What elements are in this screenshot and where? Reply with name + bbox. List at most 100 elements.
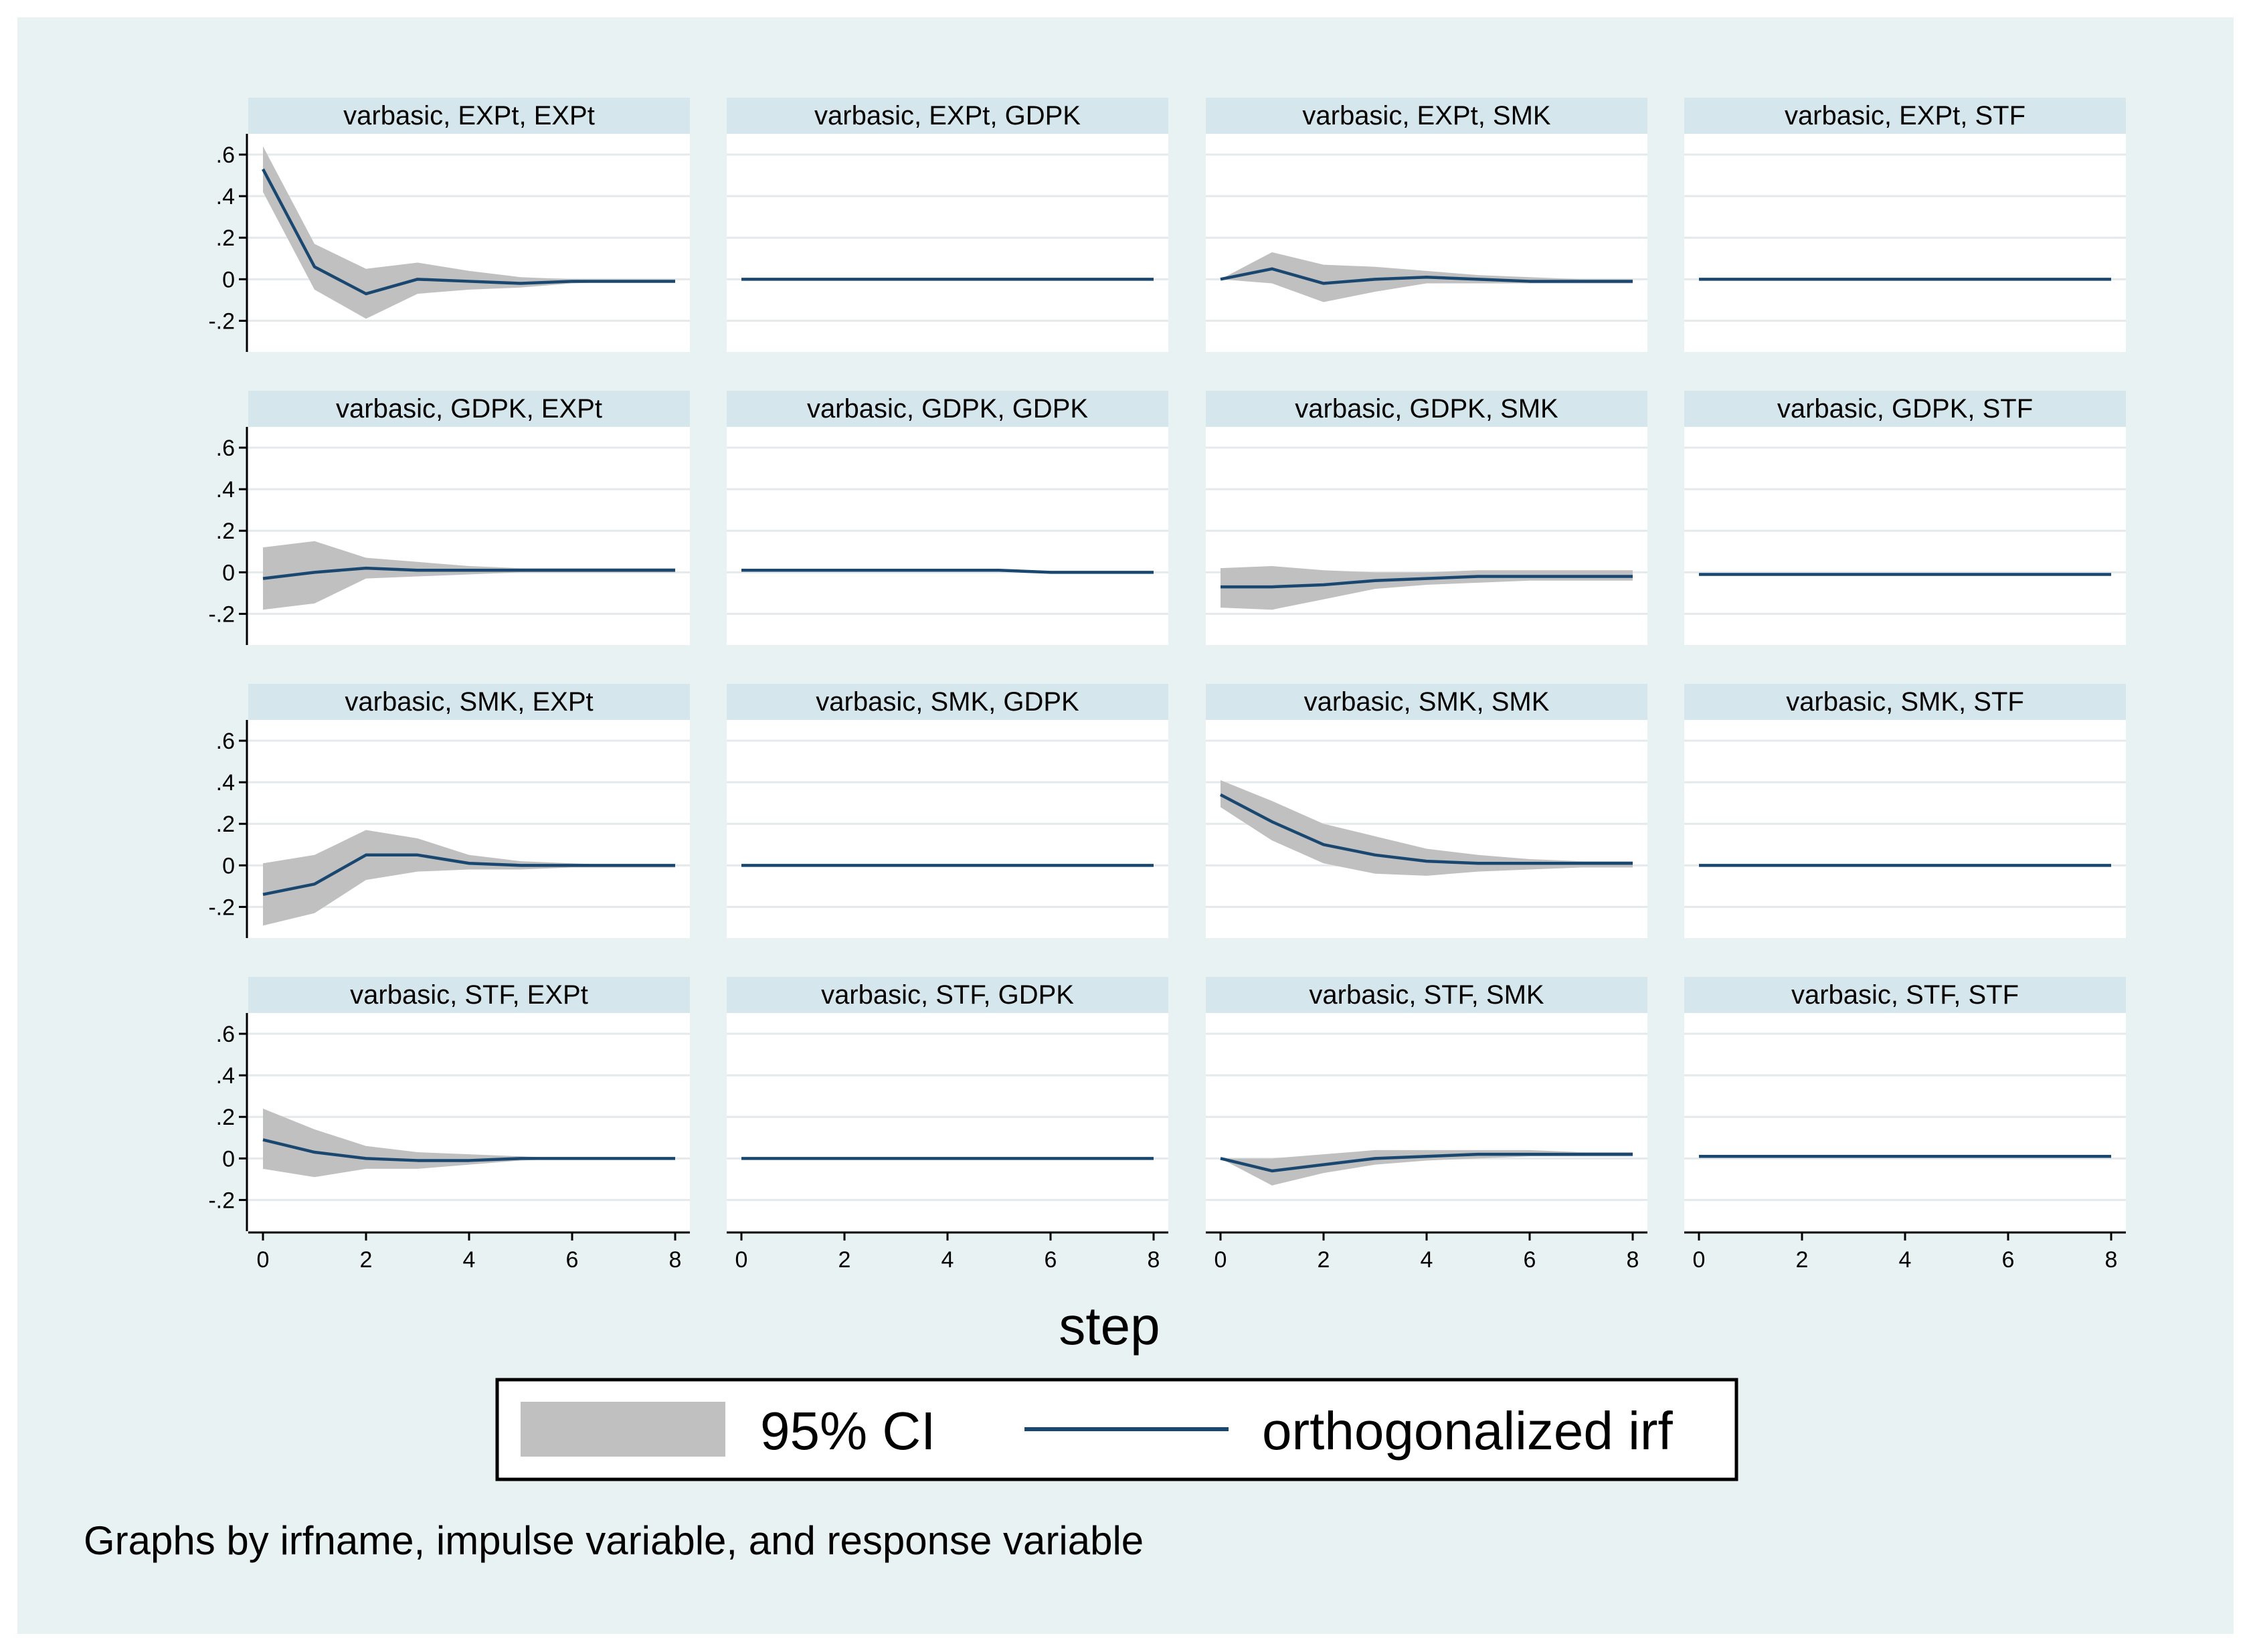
legend-label-ci: 95% CI	[760, 1401, 935, 1461]
panel-title: varbasic, EXPt, GDPK	[814, 101, 1081, 130]
irf-panel: varbasic, SMK, STF	[1684, 684, 2126, 938]
panel-title: varbasic, GDPK, SMK	[1295, 394, 1558, 424]
y-tick-label: -.2	[208, 602, 235, 627]
panel-title: varbasic, SMK, STF	[1786, 687, 2024, 717]
x-tick-label: 8	[2105, 1247, 2118, 1273]
panel-title: varbasic, SMK, EXPt	[345, 687, 593, 717]
panel-plot-area	[1684, 720, 2126, 938]
irf-line	[262, 1138, 675, 1162]
panel-title: varbasic, EXPt, SMK	[1302, 101, 1551, 130]
panel-plot-area	[1684, 1013, 2126, 1231]
panel-header	[1206, 98, 1647, 134]
panel-header	[248, 977, 690, 1013]
y-tick-label: .4	[216, 184, 235, 209]
panel-plot-area	[1206, 1013, 1647, 1231]
panel-title: varbasic, GDPK, STF	[1777, 394, 2033, 424]
x-tick-label: 6	[566, 1247, 579, 1273]
irf-panel: varbasic, SMK, EXPt -.2 0 .2 .4 .6	[208, 684, 690, 938]
x-tick-label: 8	[669, 1247, 682, 1273]
irf-panel: varbasic, SMK, GDPK	[727, 684, 1168, 938]
panel-title: varbasic, STF, STF	[1791, 980, 2019, 1010]
irf-panel: varbasic, EXPt, GDPK	[727, 98, 1168, 352]
graph-region: varbasic, EXPt, EXPt -.2 0.2.4.6 varbasic, …	[17, 17, 2234, 1634]
panel-plot-area	[1684, 427, 2126, 645]
irf-panel: varbasic, EXPt, STF	[1684, 98, 2126, 352]
y-tick-label: .6	[216, 143, 235, 168]
x-tick-label: 2	[1318, 1247, 1330, 1273]
irf-panel: varbasic, SMK, SMK	[1206, 684, 1647, 938]
panel-title: varbasic, EXPt, STF	[1785, 101, 2025, 130]
panel-title: varbasic, STF, EXPt	[350, 980, 588, 1010]
panel-header	[248, 684, 690, 720]
irf-line	[1221, 575, 1633, 589]
panel-plot-area	[727, 134, 1168, 352]
panel-plot-area	[727, 720, 1168, 938]
ci-band	[263, 1108, 675, 1178]
y-tick-label: .6	[216, 436, 235, 461]
x-tick-label: 2	[838, 1247, 851, 1273]
x-tick-label: 8	[1148, 1247, 1160, 1273]
irf-line	[1220, 267, 1633, 285]
irf-panel: varbasic, EXPt, EXPt -.2 0 .2 .4 .6	[208, 98, 690, 352]
panels-layer: varbasic, EXPt, EXPt-.20.2.4.6varbasic, …	[208, 98, 2126, 1273]
y-tick-label: -.2	[208, 1188, 235, 1213]
panel-header	[1684, 684, 2126, 720]
x-tick-label: 2	[360, 1247, 373, 1273]
ci-band	[1221, 780, 1633, 876]
panel-header	[727, 684, 1168, 720]
graph-note: Graphs by irfname, impulse variable, and…	[84, 1518, 1144, 1563]
y-tick-label: -.2	[208, 308, 235, 334]
irf-panel: varbasic, STF, STF 0 2 4 6 8	[1684, 977, 2126, 1273]
panel-plot-area	[727, 427, 1168, 645]
y-tick-label: 0	[222, 267, 235, 292]
y-tick-label: .6	[216, 1022, 235, 1047]
panel-plot-area	[1206, 134, 1647, 352]
y-tick-label: .2	[216, 225, 235, 251]
panel-header	[248, 391, 690, 427]
y-tick-label: 0	[222, 853, 235, 879]
irf-line	[1220, 1152, 1633, 1173]
irf-line	[262, 168, 675, 296]
irf-panel: varbasic, GDPK, EXPt -.2 0 .2 .4 .6	[208, 391, 690, 645]
panel-header	[1206, 684, 1647, 720]
x-tick-label: 0	[735, 1247, 748, 1273]
panel-title: varbasic, STF, SMK	[1309, 980, 1544, 1010]
panel-title: varbasic, GDPK, GDPK	[807, 394, 1088, 424]
y-tick-label: .4	[216, 477, 235, 502]
irf-panel: varbasic, GDPK, STF	[1684, 391, 2126, 645]
irf-panel: varbasic, EXPt, SMK	[1206, 98, 1647, 352]
panel-title: varbasic, STF, GDPK	[821, 980, 1074, 1010]
x-tick-label: 6	[2002, 1247, 2015, 1273]
irf-line	[262, 566, 675, 580]
x-tick-label: 4	[1421, 1247, 1433, 1273]
irf-line	[262, 853, 675, 897]
panel-title: varbasic, EXPt, EXPt	[343, 101, 595, 130]
panel-plot-area	[248, 427, 690, 645]
legend: 95% CI orthogonalized irf	[495, 1378, 1738, 1481]
y-tick-label: .2	[216, 1105, 235, 1130]
y-tick-label: .4	[216, 1063, 235, 1089]
y-tick-label: .4	[216, 770, 235, 796]
legend-swatch-ci-band	[521, 1402, 725, 1457]
y-tick-label: .6	[216, 729, 235, 754]
panel-title: varbasic, SMK, GDPK	[816, 687, 1079, 717]
irf-panel: varbasic, STF, EXPt -.2 0 .2 .4 .6 0 2 4 6 8	[208, 977, 690, 1273]
x-tick-label: 6	[1045, 1247, 1057, 1273]
y-tick-label: 0	[222, 1146, 235, 1172]
panel-plot-area	[727, 1013, 1168, 1231]
panel-title: varbasic, GDPK, EXPt	[336, 394, 602, 424]
panel-title: varbasic, SMK, SMK	[1304, 687, 1550, 717]
panel-header	[248, 98, 690, 134]
x-tick-label: 2	[1796, 1247, 1809, 1273]
legend-label-irf: orthogonalized irf	[1262, 1401, 1673, 1461]
panel-plot-area	[248, 1013, 690, 1231]
panel-plot-area	[1206, 427, 1647, 645]
x-tick-label: 0	[1693, 1247, 1706, 1273]
irf-panel: varbasic, GDPK, SMK	[1206, 391, 1647, 645]
irf-line	[741, 568, 1154, 574]
x-tick-label: 0	[257, 1247, 270, 1273]
panel-header	[1684, 977, 2126, 1013]
panel-header	[1206, 977, 1647, 1013]
ci-band	[263, 146, 675, 319]
y-tick-label: .2	[216, 812, 235, 837]
